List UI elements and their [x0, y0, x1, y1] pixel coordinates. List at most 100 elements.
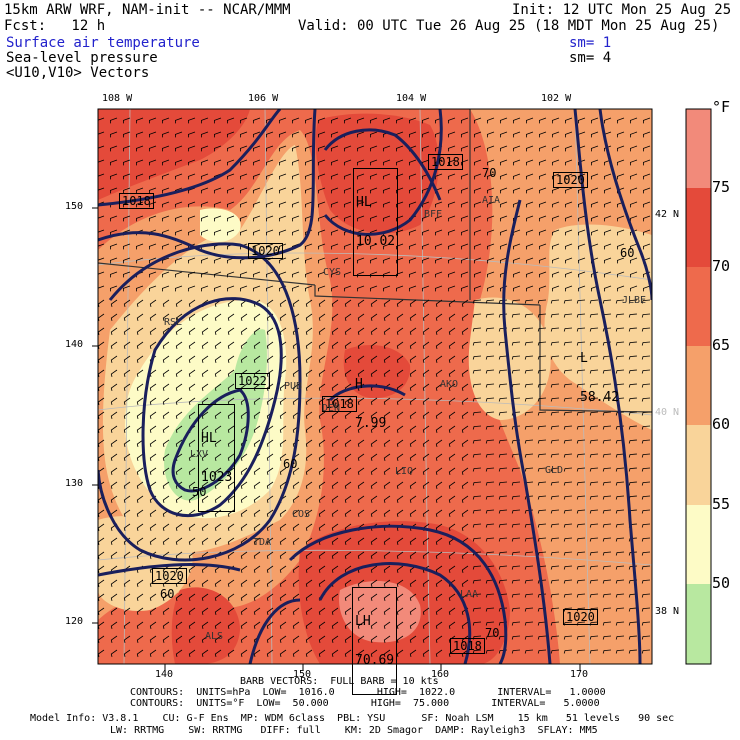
wind-barb — [448, 565, 456, 573]
wind-barb — [305, 173, 313, 180]
wind-barb — [472, 495, 482, 500]
wind-barb — [537, 369, 547, 374]
wind-barb — [370, 299, 378, 307]
wind-barb — [149, 243, 157, 250]
wind-barb — [500, 257, 508, 264]
wind-barb — [175, 201, 183, 208]
wind-barb — [279, 635, 287, 643]
wind-barb — [537, 299, 547, 304]
wind-barb — [370, 341, 378, 349]
station-id: COS — [292, 509, 311, 520]
wind-barb — [641, 649, 651, 654]
wind-barb — [253, 355, 261, 363]
wind-barb — [617, 145, 625, 152]
wind-barb — [318, 313, 326, 321]
wind-barb — [524, 313, 534, 318]
wind-barb — [110, 411, 118, 419]
wind-barb — [628, 593, 638, 598]
wind-barb — [641, 593, 651, 598]
wind-barb — [435, 635, 443, 643]
wind-barb — [487, 271, 495, 278]
wind-barb — [435, 453, 443, 461]
wind-barb — [305, 635, 313, 643]
wind-barb — [240, 187, 248, 194]
wind-barb — [357, 159, 365, 166]
wind-barb — [435, 439, 443, 447]
wind-barb — [201, 215, 209, 222]
wind-barb — [149, 467, 157, 475]
wind-barb — [461, 341, 469, 349]
wind-barb — [110, 495, 118, 503]
wind-barb — [615, 621, 625, 626]
wind-barb — [383, 425, 391, 433]
wind-barb — [188, 271, 196, 278]
wind-barb — [448, 481, 456, 489]
wind-barb — [318, 145, 326, 152]
wind-barb — [188, 453, 196, 461]
wind-barb — [370, 369, 378, 377]
wind-barb — [409, 257, 417, 264]
wind-barb — [136, 453, 144, 461]
wind-barb — [550, 355, 560, 360]
wind-barb — [485, 467, 495, 472]
wind-barb — [537, 481, 547, 486]
x-tick-label: 150 — [293, 669, 312, 680]
wind-barb — [201, 201, 209, 208]
wind-barb — [110, 243, 118, 250]
wind-barb — [511, 355, 521, 360]
wind-barb — [487, 145, 495, 152]
wind-barb — [98, 159, 105, 163]
wind-barb — [563, 467, 573, 472]
wind-barb — [643, 173, 651, 180]
isobar-label: 1018 — [450, 638, 485, 654]
wind-barb — [552, 131, 560, 138]
colorbar-bin-60 — [686, 425, 711, 505]
wind-barb — [565, 229, 573, 236]
wind-barb — [240, 229, 248, 236]
wind-barb — [240, 313, 248, 321]
wind-barb — [279, 523, 287, 531]
wind-barb — [383, 369, 391, 377]
wind-barb — [175, 355, 183, 363]
wind-barb — [617, 117, 625, 124]
wind-barb — [253, 593, 261, 601]
wind-barb — [214, 453, 222, 461]
wind-barb — [472, 439, 482, 444]
wind-barb — [201, 341, 209, 349]
wind-barb — [396, 621, 404, 629]
wind-barb — [98, 173, 105, 177]
wind-barb — [136, 173, 144, 180]
wind-barb — [563, 383, 573, 388]
wind-barb — [292, 621, 300, 629]
wind-barb — [344, 285, 352, 292]
wind-barb — [539, 117, 547, 124]
wind-barb — [630, 187, 638, 194]
wind-barb — [110, 621, 118, 629]
wind-barb — [305, 523, 313, 531]
wind-barb — [474, 271, 482, 278]
wind-barb — [175, 593, 183, 601]
wind-barb — [331, 369, 339, 377]
wind-barb — [292, 257, 300, 264]
wind-barb — [253, 131, 261, 138]
wind-barb — [550, 593, 560, 598]
wind-barb — [331, 551, 339, 559]
wind-barb — [279, 593, 287, 601]
wind-barb — [550, 411, 560, 416]
wind-barb — [435, 481, 443, 489]
wind-barb — [292, 285, 300, 292]
wind-barb — [136, 425, 144, 433]
wind-barb — [563, 579, 573, 584]
wind-barb — [396, 215, 404, 222]
wind-barb — [576, 355, 586, 360]
wind-barb — [370, 397, 378, 405]
wind-barb — [461, 635, 469, 643]
wind-barb — [240, 523, 248, 531]
wind-barb — [188, 621, 196, 629]
map-fields — [98, 109, 652, 664]
wind-barb — [162, 621, 170, 629]
wind-barb — [576, 467, 586, 472]
wind-barb — [136, 159, 144, 166]
wind-barb — [149, 145, 157, 152]
wind-barb — [552, 187, 560, 194]
